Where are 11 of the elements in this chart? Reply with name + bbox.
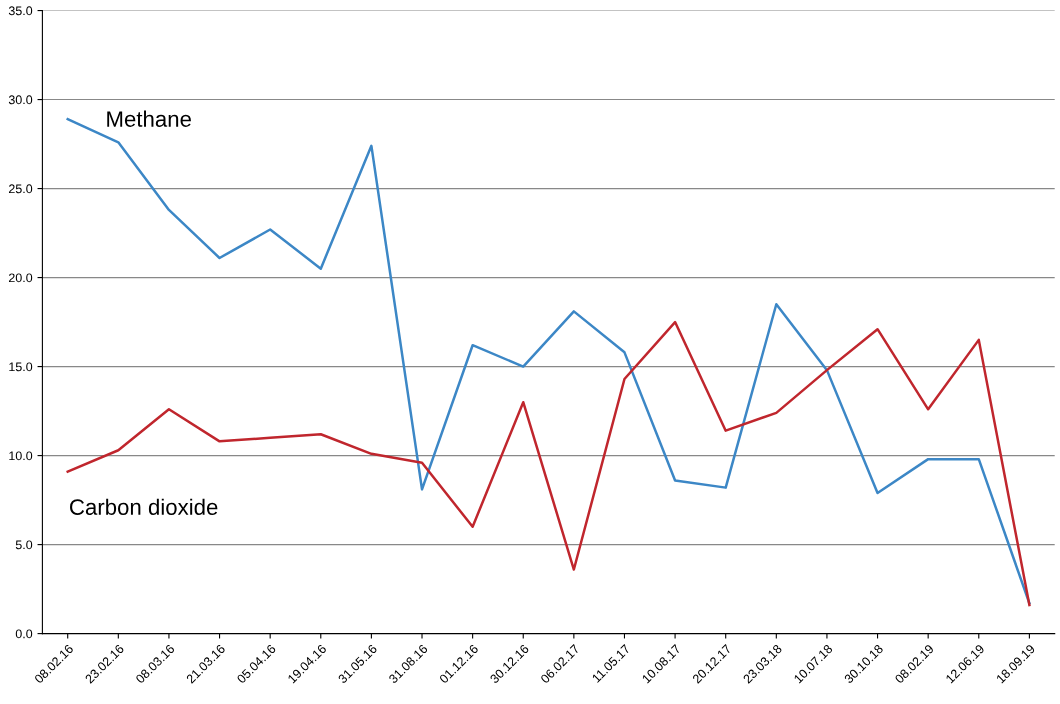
series-label: Methane (107, 110, 191, 127)
line-series (66, 320, 1031, 607)
y-tick-label: 25.0 (8, 184, 33, 194)
series-label: Carbon dioxide (70, 498, 218, 515)
y-tick-label: 5.0 (15, 540, 33, 550)
y-tick-label: 35.0 (8, 6, 33, 16)
y-tick-label: 15.0 (9, 362, 33, 372)
y-tick-label: 20.0 (8, 273, 33, 283)
y-tick-label: 30.0 (8, 95, 33, 105)
y-tick-label: 0.0 (15, 629, 33, 639)
y-tick-label: 10.0 (9, 451, 33, 461)
